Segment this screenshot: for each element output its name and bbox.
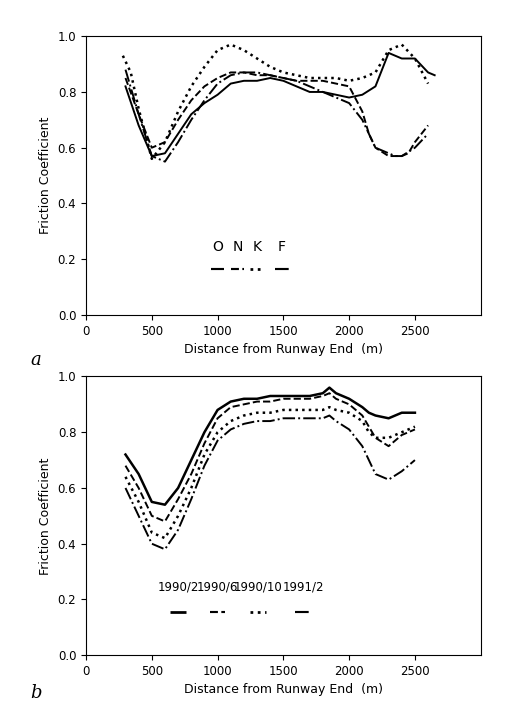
Text: N: N — [232, 240, 242, 253]
Y-axis label: Friction Coefficient: Friction Coefficient — [39, 117, 52, 235]
Text: a: a — [30, 351, 41, 369]
Text: 1990/2: 1990/2 — [157, 581, 198, 594]
Y-axis label: Friction Coefficient: Friction Coefficient — [39, 457, 52, 575]
Text: 1990/6: 1990/6 — [196, 581, 238, 594]
Text: K: K — [252, 240, 261, 253]
Text: F: F — [277, 240, 285, 253]
Text: 1991/2: 1991/2 — [282, 581, 323, 594]
Text: O: O — [212, 240, 223, 253]
X-axis label: Distance from Runway End  (m): Distance from Runway End (m) — [183, 683, 382, 696]
Text: b: b — [30, 684, 42, 702]
X-axis label: Distance from Runway End  (m): Distance from Runway End (m) — [183, 343, 382, 356]
Text: 1990/10: 1990/10 — [233, 581, 282, 594]
